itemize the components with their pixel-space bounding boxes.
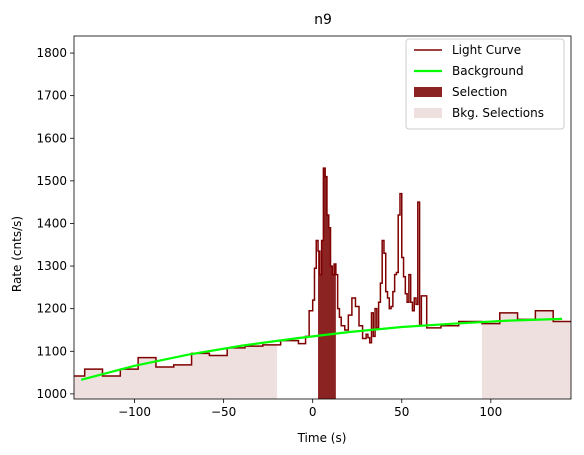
x-tick-label: 50 — [394, 405, 409, 419]
x-tick-label: 100 — [479, 405, 502, 419]
x-tick-label: 0 — [309, 405, 317, 419]
legend: Light Curve Background Selection Bkg. Selec… — [405, 38, 565, 130]
legend-box — [405, 38, 565, 130]
bkg-selection-region-1 — [481, 310, 571, 399]
y-tick-label: 1200 — [36, 302, 67, 316]
legend-label-bkg_selections: Bkg. Selections — [452, 106, 544, 120]
legend-swatch-selection — [414, 87, 442, 97]
legend-label-background: Background — [452, 64, 524, 78]
y-tick-label: 1700 — [36, 89, 67, 103]
y-tick-label: 1300 — [36, 259, 67, 273]
plot-content — [74, 167, 571, 399]
plot-frame — [73, 35, 572, 400]
y-tick-label: 1600 — [36, 131, 67, 145]
light-curve-line — [74, 167, 571, 377]
y-axis-label: Rate (cnts/s) — [10, 216, 24, 292]
x-tick-label: −100 — [118, 405, 151, 419]
plot-area — [73, 35, 572, 400]
x-axis: −100 −50 0 50 100 — [118, 399, 502, 419]
y-tick-label: 1000 — [36, 387, 67, 401]
legend-label-light_curve: Light Curve — [452, 43, 521, 57]
selection-region — [318, 168, 336, 399]
legend-label-selection: Selection — [452, 85, 507, 99]
bkg-selection-region-0 — [74, 344, 278, 399]
y-tick-label: 1100 — [36, 344, 67, 358]
background-line — [80, 317, 563, 381]
y-tick-label: 1400 — [36, 216, 67, 230]
y-axis: 1000 1100 1200 1300 1400 1500 1600 1700 1800 — [36, 46, 74, 401]
x-tick-label: −50 — [211, 405, 236, 419]
x-axis-label: Time (s) — [297, 431, 347, 445]
y-tick-label: 1800 — [36, 46, 67, 60]
y-tick-label: 1500 — [36, 174, 67, 188]
legend-swatch-bkg_selections — [414, 108, 442, 118]
chart-title: n9 — [314, 12, 332, 28]
